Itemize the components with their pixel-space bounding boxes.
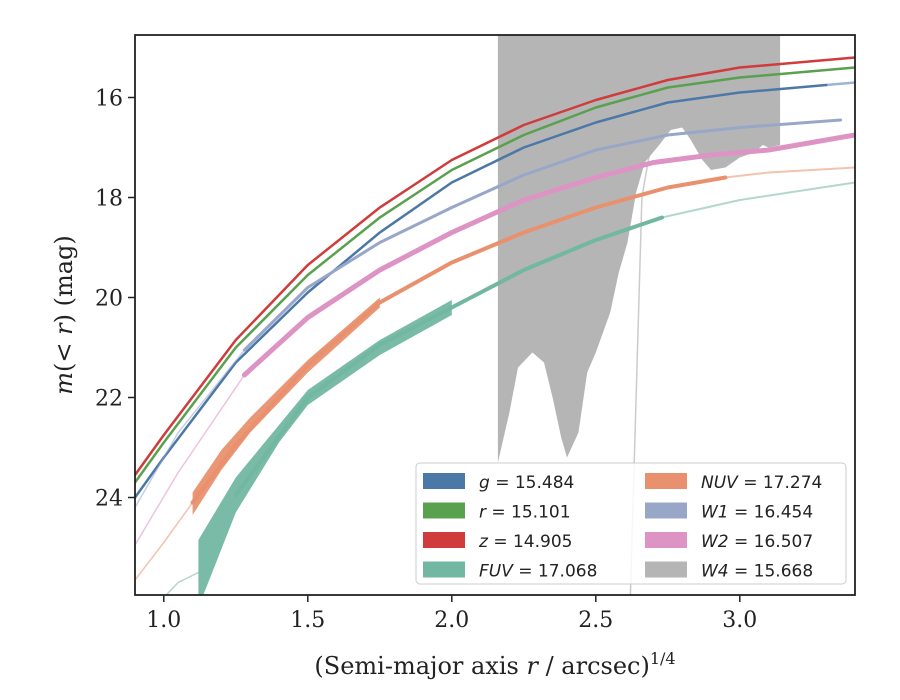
legend-band-name: g xyxy=(479,473,490,493)
y-tick-label: 24 xyxy=(95,487,123,512)
legend-band-name: W2 xyxy=(701,532,729,552)
legend-label: W4 = 15.668 xyxy=(701,562,813,582)
x-label-mid: / arcsec) xyxy=(538,652,650,680)
legend-swatch xyxy=(645,502,687,519)
legend-band-value: = 16.507 xyxy=(729,532,814,552)
y-tick-label: 16 xyxy=(95,87,123,112)
y-tick-label: 20 xyxy=(95,287,123,312)
series-z-line xyxy=(135,56,855,477)
legend-label: W2 = 16.507 xyxy=(701,532,813,552)
x-tick-label: 2.5 xyxy=(578,608,613,633)
legend-band-name: NUV xyxy=(701,473,739,493)
x-label-pre: (Semi-major axis xyxy=(314,652,526,680)
series-nuv-line xyxy=(190,175,728,505)
legend-swatch xyxy=(645,561,687,578)
x-tick-label: 2.0 xyxy=(434,608,469,633)
series-w1-extrapolation xyxy=(135,349,246,509)
series-fuv-line xyxy=(233,215,664,497)
legend-band-name: W1 xyxy=(701,503,729,523)
series-g-line xyxy=(135,83,828,499)
y-label-open: ( xyxy=(50,363,78,372)
legend-label: g = 15.484 xyxy=(479,473,574,493)
y-tick-label: 22 xyxy=(95,387,123,412)
legend-band-name: W4 xyxy=(701,562,729,582)
x-axis-label: (Semi-major axis r / arcsec)1/4 xyxy=(314,649,675,680)
x-tick-label: 3.0 xyxy=(722,608,757,633)
legend-label: FUV = 17.068 xyxy=(479,562,597,582)
legend-band-name: FUV xyxy=(479,562,514,582)
legend-band-value: = 14.905 xyxy=(488,532,573,552)
legend-swatch xyxy=(423,561,465,578)
legend-band-value: = 15.101 xyxy=(486,503,571,523)
lines-layer xyxy=(135,56,855,595)
legend-swatch xyxy=(645,532,687,548)
series-w1-line xyxy=(242,118,843,352)
series-w2-line xyxy=(241,132,855,378)
series-nuv-tail xyxy=(725,166,855,179)
band-nuv xyxy=(192,297,380,515)
x-label-r: r xyxy=(526,652,539,680)
x-tick-label: 1.5 xyxy=(290,608,325,633)
x-label-exponent: 1/4 xyxy=(650,649,676,668)
legend-band-value: = 15.484 xyxy=(490,473,575,493)
series-nuv-extrapolation xyxy=(135,501,194,581)
x-tick-label: 1.0 xyxy=(146,608,181,633)
series-g-extrapolation xyxy=(824,81,855,87)
series-r-line xyxy=(135,66,855,484)
y-label-m: m xyxy=(50,372,78,395)
series-w2-extrapolation xyxy=(135,374,246,546)
legend-label: z = 14.905 xyxy=(478,532,572,552)
ticks-layer: 1.0 1.5 2.0 2.5 3.0 16 18 20 22 24 xyxy=(95,87,757,634)
y-tick-label: 18 xyxy=(95,187,123,212)
legend-band-value: = 17.274 xyxy=(738,473,823,493)
legend-swatch xyxy=(423,502,465,519)
legend-band-value: = 15.668 xyxy=(729,562,814,582)
y-label-lt: < xyxy=(50,335,78,363)
legend-band-value: = 16.454 xyxy=(729,503,814,523)
series-fuv-extrapolation xyxy=(165,571,200,595)
plot-frame xyxy=(134,34,856,596)
legend-swatch xyxy=(423,532,465,548)
y-axis-label: m(< r) (mag) xyxy=(50,235,78,395)
legend-swatch xyxy=(645,473,687,489)
legend-band-value: = 17.068 xyxy=(513,562,598,582)
legend-label: NUV = 17.274 xyxy=(701,473,822,493)
legend-band-name: z xyxy=(478,532,489,552)
y-label-close: ) (mag) xyxy=(50,235,78,323)
series-fuv-tail xyxy=(661,181,855,219)
plot-area xyxy=(135,35,855,595)
legend-swatch xyxy=(423,473,465,489)
legend-band-name: r xyxy=(479,503,487,523)
legend-label: W1 = 16.454 xyxy=(701,503,813,523)
y-label-r: r xyxy=(50,322,78,335)
legend-label: r = 15.101 xyxy=(479,503,571,523)
legend-box xyxy=(415,462,847,585)
band-w4 xyxy=(497,35,781,463)
